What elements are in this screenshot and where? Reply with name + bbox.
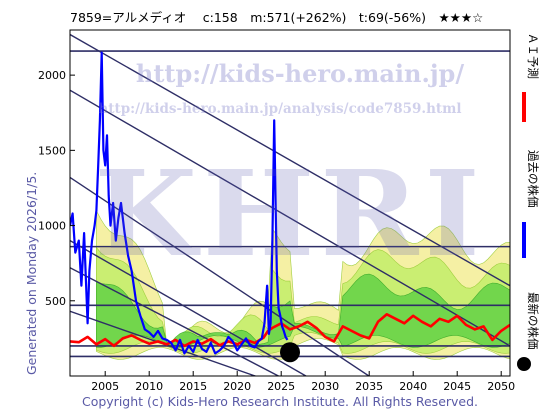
ai-forecast-line xyxy=(70,312,510,348)
y-tick-label: 500 xyxy=(45,295,66,308)
generated-date-label: Generated on Monday 2026/1/5. xyxy=(22,45,42,375)
legend-item-latest-price: 最新の株価 xyxy=(517,292,540,371)
trend-lines xyxy=(70,33,510,376)
y-tick-label: 1500 xyxy=(38,144,66,157)
plot-frame xyxy=(69,29,511,377)
copyright-footer: Copyright (c) Kids-Hero Research Institu… xyxy=(81,394,479,409)
legend: ＡＩ予測 過去の株価 最新の株価 xyxy=(514,30,554,376)
trend-line xyxy=(70,267,280,376)
generated-date-text: Generated on Monday 2026/1/5. xyxy=(24,172,39,375)
x-tick-label: 2005 xyxy=(91,380,119,393)
legend-item-past-price: 過去の株価 xyxy=(522,150,540,258)
legend-past-price-swatch xyxy=(522,222,526,258)
trend-line xyxy=(70,33,510,287)
x-tick-label: 2040 xyxy=(399,380,427,393)
x-tick-label: 2010 xyxy=(135,380,163,393)
legend-ai-forecast-label: ＡＩ予測 xyxy=(526,33,540,79)
x-tick-label: 2025 xyxy=(267,380,295,393)
x-tick-label: 2020 xyxy=(223,380,251,393)
legend-ai-forecast-swatch xyxy=(522,92,526,122)
y-tick-label: 2000 xyxy=(38,69,66,82)
legend-latest-price-label: 最新の株価 xyxy=(526,292,540,350)
trend-line xyxy=(70,89,510,347)
watermark-url-analysis: http://kids-hero.main.jp/analysis/code78… xyxy=(98,101,461,117)
watermark-urls: http://kids-hero.main.jp/ http://kids-he… xyxy=(98,59,464,117)
x-tick-label: 2035 xyxy=(355,380,383,393)
legend-latest-price-dot xyxy=(517,357,531,371)
x-tick-label: 2045 xyxy=(443,380,471,393)
latest-price-dot xyxy=(280,342,300,363)
x-tick-label: 2015 xyxy=(179,380,207,393)
legend-past-price-label: 過去の株価 xyxy=(526,150,540,208)
y-axis: 500 1000 1500 2000 xyxy=(38,69,75,308)
chart-title: 7859=アルメディオ c:158 m:571(+262%) t:69(-56%… xyxy=(70,10,484,25)
past-price-line xyxy=(70,51,289,355)
x-tick-label: 2030 xyxy=(311,380,339,393)
trend-line xyxy=(70,310,258,376)
x-tick-label: 2050 xyxy=(487,380,515,393)
watermark-logo: KHRI xyxy=(94,144,485,283)
watermark-url: http://kids-hero.main.jp/ xyxy=(136,59,464,88)
trend-line xyxy=(70,240,308,376)
legend-item-ai-forecast: ＡＩ予測 xyxy=(522,33,540,122)
y-tick-label: 1000 xyxy=(38,220,66,233)
price-series xyxy=(70,51,510,363)
x-axis: 2005 2010 2015 2020 2025 2030 2035 2040 2045 2050 xyxy=(91,371,515,393)
watermark: KHRI xyxy=(94,144,485,283)
